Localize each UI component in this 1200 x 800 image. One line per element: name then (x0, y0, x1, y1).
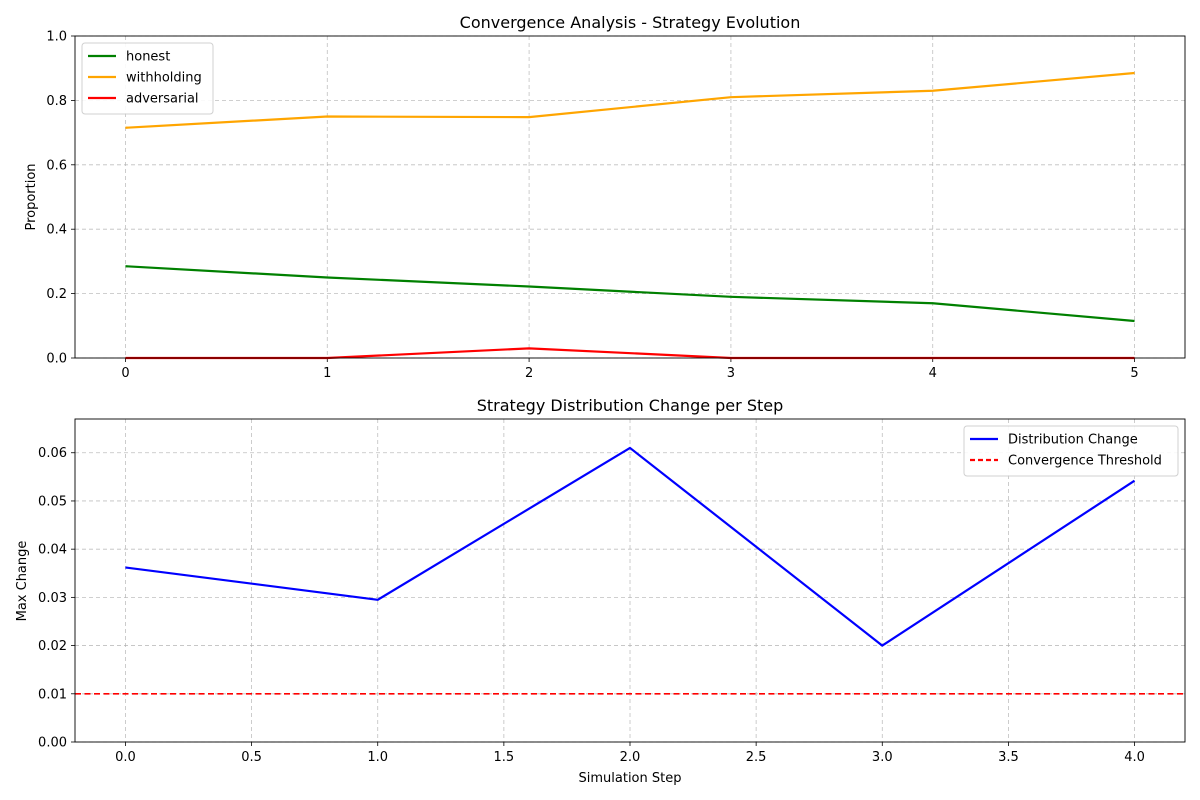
y-axis-label: Max Change (15, 541, 30, 622)
legend-label: honest (126, 50, 170, 65)
y-tick-label: 0.03 (38, 591, 67, 606)
legend-label: Distribution Change (1008, 433, 1138, 448)
x-tick-label: 3.0 (872, 750, 893, 765)
y-tick-label: 0.8 (46, 94, 67, 109)
y-tick-label: 0.01 (38, 687, 67, 702)
y-tick-label: 0.05 (38, 494, 67, 509)
y-tick-label: 0.4 (46, 223, 67, 238)
legend: Distribution Change Convergence Threshold (963, 425, 1179, 477)
x-tick-label: 0.0 (115, 750, 136, 765)
x-tick-label: 3 (727, 366, 735, 381)
y-axis-label: Proportion (24, 163, 39, 230)
legend-label: Convergence Threshold (1008, 454, 1162, 469)
x-axis-label: Simulation Step (579, 771, 682, 786)
y-tick-label: 0.04 (38, 543, 67, 558)
plot-frame (74, 418, 1186, 743)
series-line-withholding (125, 71, 1135, 129)
series-line-distribution-change (125, 446, 1136, 647)
x-tick-label: 4 (929, 366, 937, 381)
y-tick-label: 1.0 (46, 30, 67, 45)
y-tick-label: 0.06 (38, 446, 67, 461)
x-tick-label: 2.5 (746, 750, 767, 765)
legend: honest withholding adversarial (81, 42, 214, 115)
plot-frame (74, 35, 1186, 359)
strategy-evolution-chart: Convergence Analysis - Strategy Evolutio… (24, 13, 1186, 381)
legend-box (963, 425, 1179, 477)
x-tick-label: 0 (121, 366, 129, 381)
chart-title: Strategy Distribution Change per Step (477, 396, 784, 415)
x-tick-label: 1.5 (494, 750, 515, 765)
series-line-honest (125, 265, 1135, 323)
x-tick-label: 3.5 (998, 750, 1019, 765)
y-tick-label: 0.0 (46, 352, 67, 367)
distribution-change-chart: Strategy Distribution Change per Step Ma… (15, 396, 1186, 786)
y-tick-label: 0.00 (38, 736, 67, 751)
x-tick-label: 2 (525, 366, 533, 381)
y-tick-label: 0.6 (46, 158, 67, 173)
legend-box (81, 42, 214, 115)
chart-title: Convergence Analysis - Strategy Evolutio… (460, 13, 801, 32)
x-tick-label: 0.5 (241, 750, 262, 765)
legend-label: withholding (126, 71, 202, 86)
y-tick-label: 0.02 (38, 639, 67, 654)
x-tick-label: 1.0 (367, 750, 388, 765)
y-tick-label: 0.2 (46, 287, 67, 302)
x-tick-label: 1 (323, 366, 331, 381)
x-tick-label: 2.0 (620, 750, 641, 765)
legend-label: adversarial (126, 92, 199, 107)
x-tick-label: 5 (1130, 366, 1138, 381)
x-tick-label: 4.0 (1124, 750, 1145, 765)
